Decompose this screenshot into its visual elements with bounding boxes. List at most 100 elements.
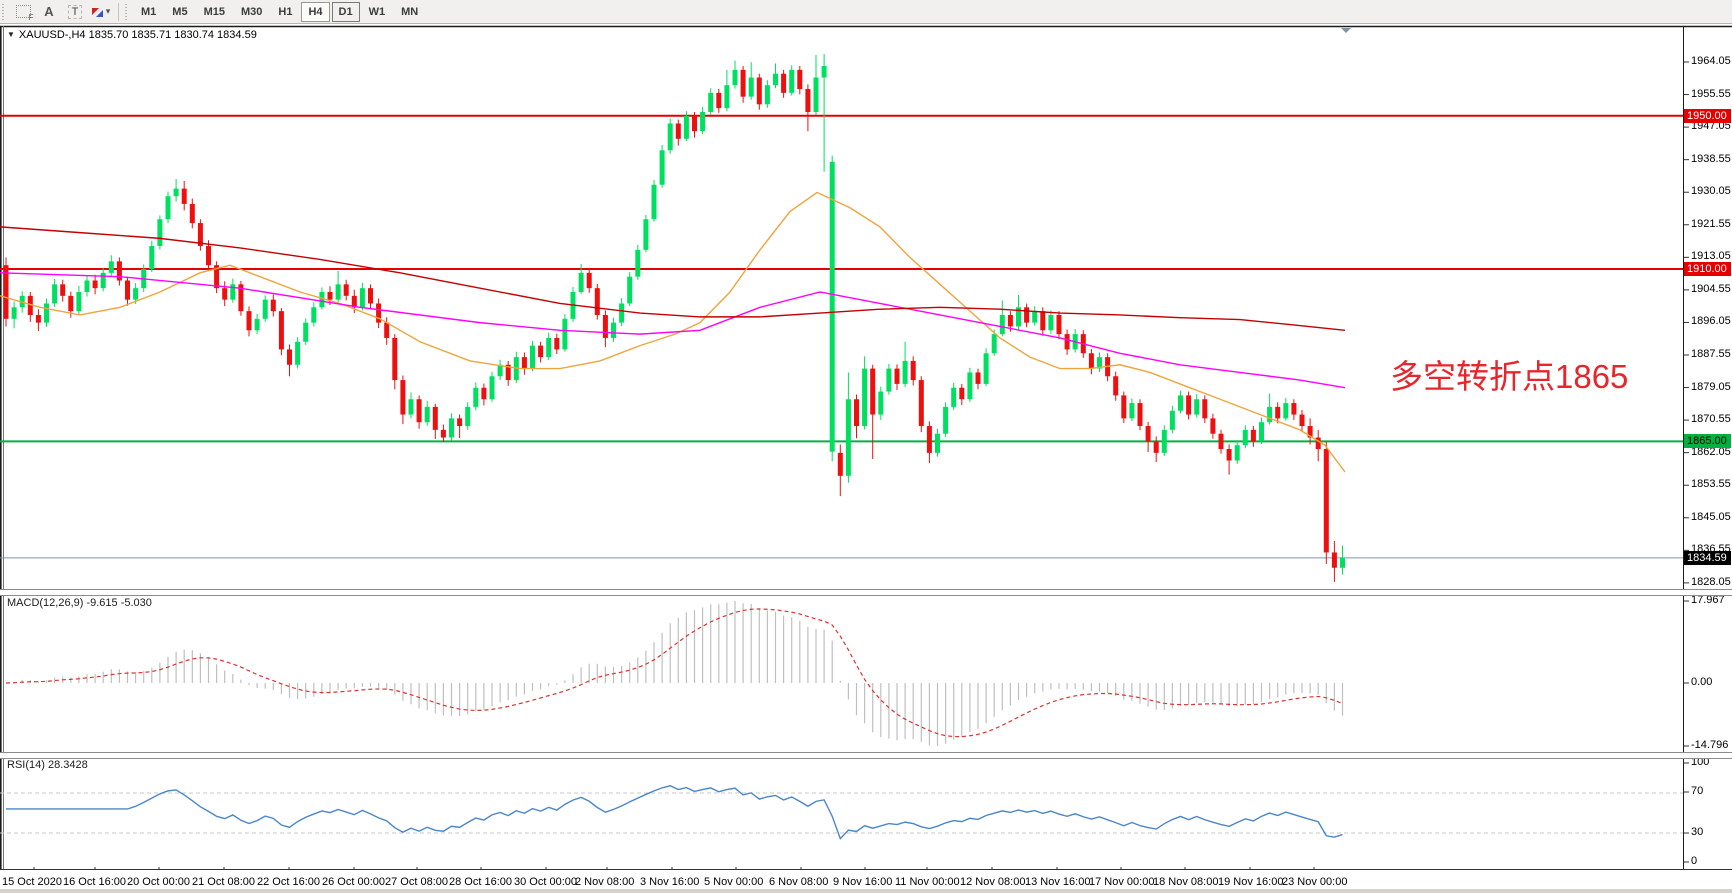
candle-body [748,77,754,97]
collapse-arrow-icon[interactable]: ▼ [7,30,15,39]
candle-body [837,452,843,476]
candle-body [789,69,795,93]
time-axis-label: 3 Nov 16:00 [640,876,700,888]
chart-shift-marker-icon[interactable] [1341,28,1351,33]
pane-splitter-macd[interactable] [0,589,1732,596]
timeframe-toolbar-drag-handle[interactable] [125,3,130,20]
price-tick-label: 1904.55 [1691,282,1731,295]
candle-body [554,337,560,350]
candle-body [1024,307,1030,323]
rsi-line [6,785,1343,840]
candle-body [773,73,778,86]
timeframe-button-h1[interactable]: H1 [278,5,293,18]
price-axis[interactable]: 1964.05 1955.55 1947.05 1938.55 1930.05 1921.… [1684,26,1732,871]
timeframe-button-m15[interactable]: M15 [203,5,225,18]
timeframe-button-h4[interactable]: H4 [301,1,330,22]
time-axis-label: 26 Oct 00:00 [322,876,385,888]
candle-body [813,77,819,112]
chart-title: ▼ XAUUSD-,H4 1835.70 1835.71 1830.74 1834… [7,29,257,41]
candle-body [287,349,292,365]
chart-canvas[interactable] [0,24,1732,893]
candle-body [1323,449,1329,553]
candle-body [1048,314,1054,331]
toolbar-drag-handle[interactable] [2,3,7,20]
candle-body [1145,426,1151,442]
timeframe-button-m1[interactable]: M1 [141,5,157,18]
candle-body [683,115,689,139]
text-tool-button[interactable]: A [37,1,61,22]
candle-body [11,307,17,319]
candle-body [983,353,989,384]
candle-body [173,188,179,197]
candle-body [716,92,722,109]
candle-body [667,123,673,151]
candle-body [416,399,422,423]
candle-body [116,261,122,281]
candle-body [1161,429,1167,453]
arrows-tool-button[interactable]: ▾ [89,1,113,22]
candle-body [1307,426,1313,438]
time-axis-label: 6 Nov 08:00 [769,876,829,888]
timeframe-button-m30[interactable]: M30 [240,5,263,18]
timeframe-button-d1[interactable]: D1 [331,1,360,22]
candle-body [319,291,325,308]
label-tool-button[interactable]: T [63,1,87,22]
candle-body [27,295,33,315]
ma-line-slow-red [0,226,1346,331]
candle-body [384,322,390,338]
chart-title-text: XAUUSD-,H4 1835.70 1835.71 1830.74 1834.… [18,29,257,41]
candle-body [521,357,527,369]
candle-body [975,372,981,384]
candle-body [100,272,106,289]
price-tick-label: 1913.05 [1691,250,1731,263]
candle-body [1275,406,1281,419]
candle-body [1153,441,1159,453]
candle-body [1178,395,1183,411]
candle-body [967,372,973,400]
candle-body [999,314,1005,335]
price-tick-label: 1845.05 [1691,510,1731,523]
price-tick-label: 1938.55 [1691,152,1731,165]
price-tick-label: 1853.55 [1691,478,1731,491]
candle-body [894,368,900,384]
macd-axis-label: -14.796 [1691,739,1729,751]
time-axis-label: 15 Oct 2020 [2,876,62,888]
chart-window: ▼ XAUUSD-,H4 1835.70 1835.71 1830.74 1834… [0,24,1732,893]
profile-grid-button[interactable]: F [11,1,35,22]
timeframe-button-w1[interactable]: W1 [368,5,386,18]
time-axis[interactable]: 15 Oct 2020 16 Oct 16:00 20 Oct 00:00 21 Oc… [0,873,1683,891]
price-tick-label: 1955.55 [1691,87,1731,100]
price-badge-1834.59: 1834.59 [1684,550,1731,565]
candle-body [1340,557,1345,568]
candle-body [1267,406,1273,423]
candle-body [1113,376,1119,396]
candle-body [189,203,195,224]
candle-body [1088,353,1094,369]
candle-body [489,376,495,400]
candle-body [1299,414,1305,427]
candle-body [991,334,997,354]
candle-body [457,418,463,427]
candle-body [578,272,584,292]
window-bottom-strip [0,889,1732,893]
candle-body [594,288,600,315]
candle-body [335,284,341,300]
macd-axis-label: 0.00 [1691,676,1713,688]
time-axis-label: 30 Oct 00:00 [514,876,577,888]
candle-body [675,123,681,139]
candle-body [627,276,633,304]
candle-body [440,429,446,438]
candle-body [92,280,98,289]
letter-a-icon: A [44,4,54,19]
chevron-down-icon: ▾ [105,6,111,16]
candle-body [619,303,625,323]
timeframe-button-mn[interactable]: MN [401,5,419,18]
pane-splitter-rsi[interactable] [0,752,1732,759]
candle-body [611,322,616,338]
candle-body [878,391,884,415]
price-tick-label: 1921.55 [1691,217,1731,230]
candle-body [845,399,851,476]
candle-body [1291,403,1297,415]
timeframe-button-m5[interactable]: M5 [172,5,188,18]
time-axis-label: 2 Nov 08:00 [575,876,635,888]
